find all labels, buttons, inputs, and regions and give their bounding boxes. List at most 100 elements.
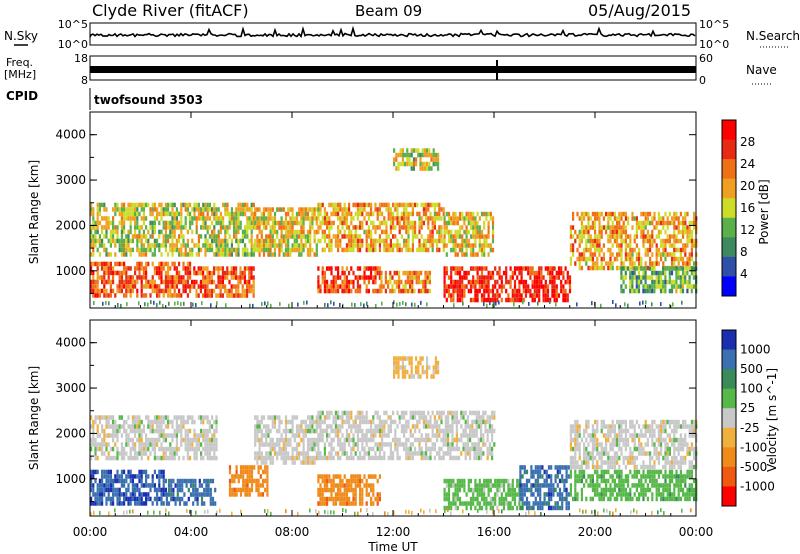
heatmap-cell bbox=[425, 243, 428, 248]
heatmap-cell bbox=[224, 211, 227, 217]
heatmap-cell bbox=[248, 474, 251, 479]
heatmap-cell bbox=[184, 442, 187, 447]
heatmap-cell bbox=[114, 487, 117, 493]
heatmap-cell bbox=[189, 284, 192, 289]
heatmap-cell bbox=[134, 202, 137, 208]
heatmap-cell bbox=[660, 252, 663, 257]
heatmap-cell bbox=[134, 229, 137, 235]
heatmap-cell bbox=[473, 433, 476, 438]
heatmap-cell bbox=[411, 433, 414, 438]
heatmap-cell bbox=[180, 234, 183, 239]
heatmap-cell bbox=[109, 252, 112, 257]
heatmap-cell bbox=[142, 424, 145, 429]
heatmap-cell bbox=[313, 455, 316, 461]
heatmap-cell bbox=[343, 220, 346, 226]
heatmap-cell bbox=[309, 243, 312, 248]
heatmap-cell bbox=[171, 229, 174, 235]
heatmap-cell bbox=[660, 238, 663, 244]
heatmap-cell bbox=[138, 487, 141, 493]
heatmap-cell bbox=[134, 446, 137, 452]
heatmap-cell bbox=[405, 202, 408, 208]
heatmap-cell bbox=[438, 229, 441, 235]
heatmap-cell bbox=[487, 234, 490, 239]
heatmap-cell bbox=[361, 428, 364, 434]
heatmap-cell bbox=[282, 460, 285, 465]
heatmap-cell bbox=[189, 275, 192, 280]
heatmap-cell bbox=[260, 234, 263, 239]
heatmap-cell bbox=[622, 229, 625, 235]
heatmap-cell bbox=[317, 487, 320, 493]
heatmap-cell bbox=[107, 487, 110, 493]
heatmap-cell bbox=[651, 284, 654, 289]
heatmap-cell bbox=[403, 216, 406, 221]
heatmap-cell bbox=[491, 238, 495, 244]
heatmap-cell bbox=[356, 202, 359, 208]
heatmap-cell bbox=[326, 455, 329, 461]
heatmap-cell bbox=[160, 211, 163, 217]
heatmap-cell bbox=[107, 455, 110, 461]
heatmap-cell bbox=[173, 220, 176, 226]
heatmap-cell bbox=[167, 211, 170, 217]
heatmap-cell bbox=[485, 216, 488, 221]
heatmap-cell bbox=[213, 279, 216, 285]
heatmap-cell bbox=[339, 220, 342, 226]
heatmap-cell bbox=[191, 284, 194, 289]
heatmap-cell bbox=[193, 216, 196, 221]
heatmap-cell bbox=[309, 225, 312, 230]
heatmap-cell bbox=[160, 442, 163, 447]
heatmap-cell bbox=[134, 225, 137, 230]
heatmap-cell bbox=[339, 478, 342, 484]
heatmap-cell bbox=[409, 247, 412, 253]
heatmap-cell bbox=[147, 238, 150, 244]
heatmap-cell bbox=[359, 243, 362, 248]
heatmap-cell bbox=[425, 202, 428, 208]
heatmap-cell bbox=[657, 252, 660, 257]
heatmap-cell bbox=[189, 216, 192, 221]
heatmap-cell bbox=[259, 465, 262, 470]
heatmap-cell bbox=[269, 455, 272, 461]
heatmap-cell bbox=[553, 297, 556, 303]
heatmap-cell bbox=[400, 247, 403, 253]
heatmap-cell bbox=[381, 424, 384, 429]
heatmap-cell bbox=[172, 492, 175, 497]
heatmap-cell bbox=[456, 297, 459, 303]
heatmap-cell bbox=[424, 284, 427, 289]
heatmap-cell bbox=[690, 270, 693, 276]
heatmap-cell bbox=[442, 207, 445, 212]
heatmap-cell bbox=[568, 275, 572, 280]
heatmap-cell bbox=[284, 446, 288, 452]
heatmap-cell bbox=[105, 225, 108, 230]
heatmap-cell bbox=[366, 301, 368, 306]
heatmap-cell bbox=[651, 216, 654, 221]
heatmap-cell bbox=[429, 211, 432, 217]
heatmap-cell bbox=[480, 451, 483, 456]
heatmap-cell bbox=[472, 225, 475, 230]
heatmap-cell bbox=[447, 442, 450, 447]
heatmap-cell bbox=[313, 428, 316, 434]
heatmap-cell bbox=[202, 415, 205, 420]
heatmap-cell bbox=[662, 279, 665, 285]
heatmap-cell bbox=[267, 207, 270, 212]
heatmap-cell bbox=[167, 288, 170, 294]
heatmap-cell bbox=[150, 300, 152, 305]
heatmap-cell bbox=[198, 478, 201, 484]
heatmap-cell bbox=[566, 270, 569, 276]
heatmap-cell bbox=[591, 225, 594, 230]
heatmap-cell bbox=[129, 451, 132, 456]
heatmap-cell bbox=[256, 243, 259, 248]
heatmap-cell bbox=[140, 279, 143, 285]
heatmap-cell bbox=[300, 225, 303, 230]
heatmap-cell bbox=[453, 415, 456, 420]
heatmap-cell bbox=[686, 284, 689, 289]
heatmap-cell bbox=[276, 243, 279, 248]
heatmap-cell bbox=[171, 275, 174, 280]
heatmap-cell bbox=[649, 243, 652, 248]
heatmap-cell bbox=[222, 238, 225, 244]
heatmap-cell bbox=[392, 225, 395, 230]
heatmap-cell bbox=[156, 207, 159, 212]
heatmap-cell bbox=[180, 216, 183, 221]
heatmap-cell bbox=[180, 419, 183, 425]
heatmap-cell bbox=[174, 496, 177, 502]
heatmap-cell bbox=[197, 238, 200, 244]
heatmap-cell bbox=[317, 238, 320, 244]
